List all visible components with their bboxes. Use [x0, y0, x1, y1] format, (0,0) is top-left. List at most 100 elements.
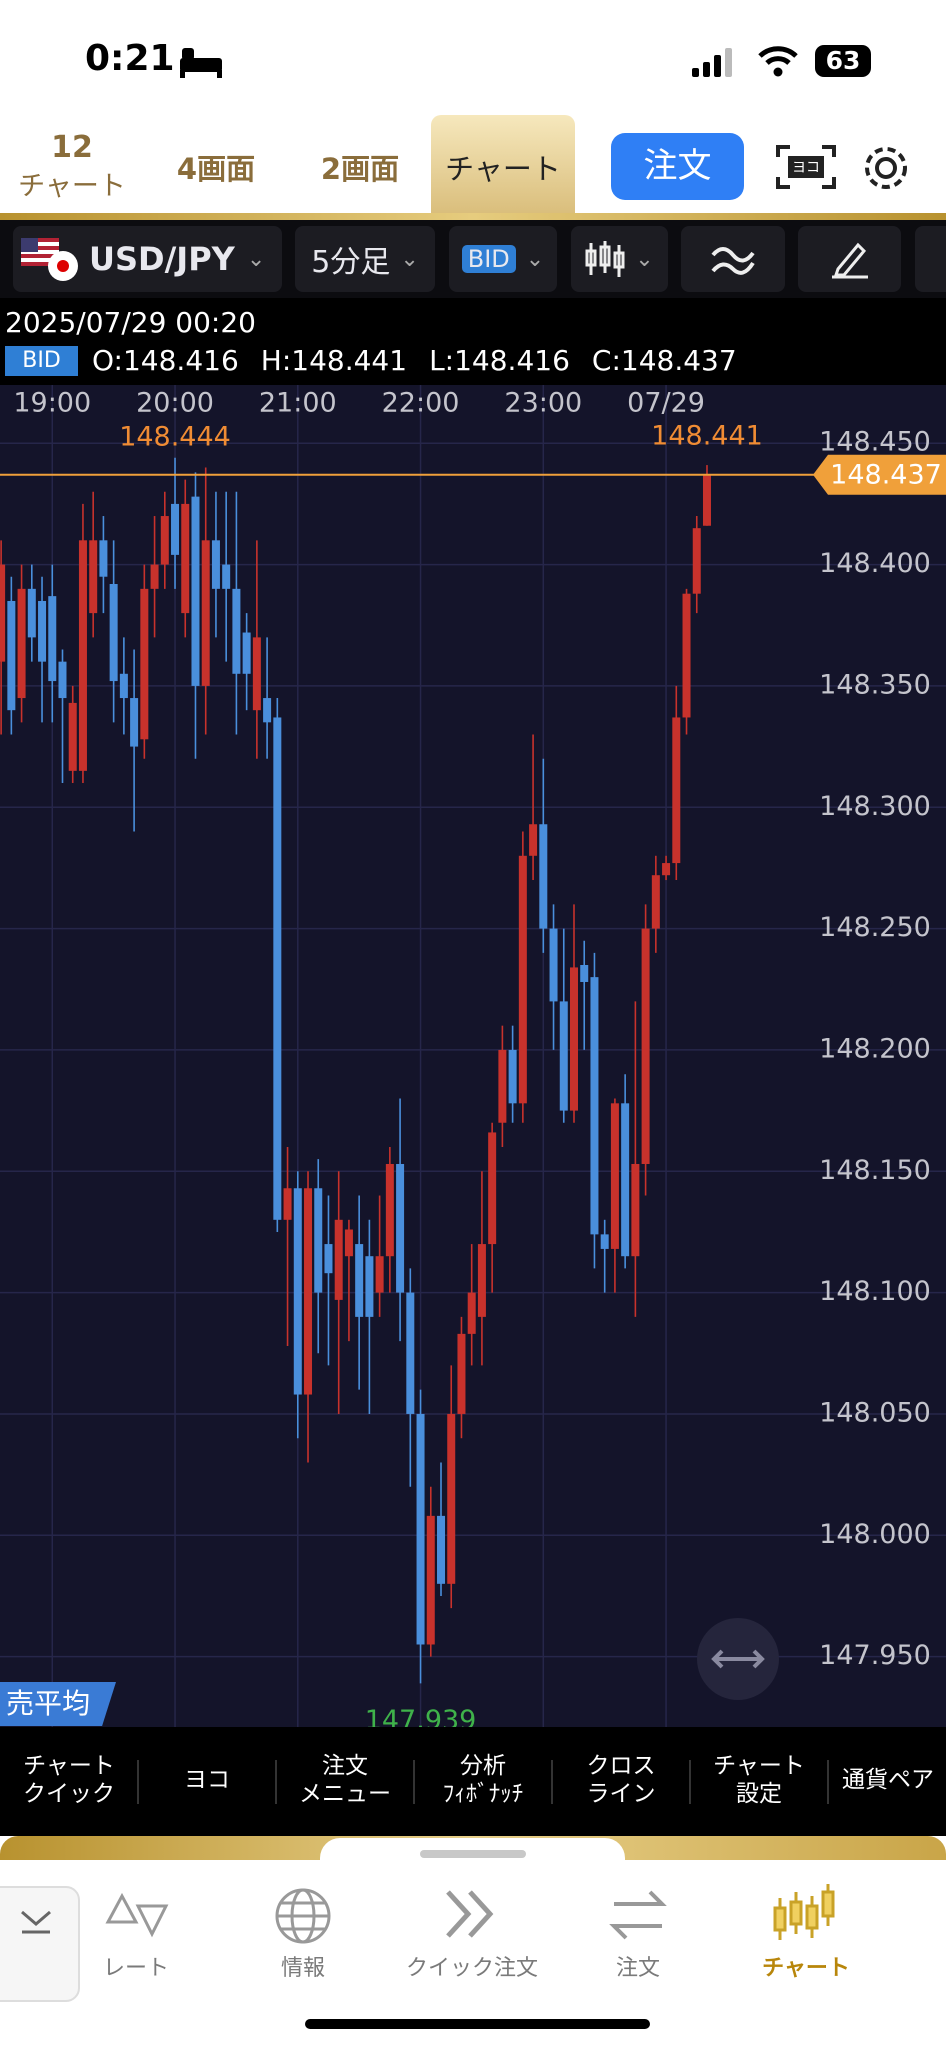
menu-item[interactable]: 注文 メニュー: [276, 1731, 414, 1829]
candle-body: [692, 528, 701, 594]
menu-item-label: ライン: [586, 1781, 656, 1807]
battery: 63: [815, 45, 871, 77]
tab-label[interactable]: 注文: [615, 1956, 660, 1981]
y-tick-label: 148.300: [819, 791, 931, 822]
draw-button[interactable]: [798, 226, 901, 292]
candle-body: [48, 596, 57, 682]
candle-body: [559, 1001, 568, 1111]
menu-divider: [827, 1760, 829, 1804]
chart-count-label[interactable]: チャート: [18, 171, 126, 202]
candle-body: [27, 588, 36, 638]
flags: [21, 238, 78, 281]
tab-2[interactable]: 2画面: [320, 152, 400, 186]
candle-body: [211, 540, 220, 589]
candle-body: [447, 1413, 456, 1584]
candle-body: [38, 600, 47, 662]
svg-text:ヨコ: ヨコ: [792, 160, 820, 176]
menu-item-label: クロス: [586, 1753, 656, 1779]
timeframe-label: 5分足: [311, 245, 391, 280]
y-tick-label: 148.200: [819, 1033, 931, 1064]
candle-body: [600, 1234, 609, 1249]
candle-body: [171, 503, 180, 555]
tab-label[interactable]: 情報: [280, 1956, 325, 1981]
price-type-select[interactable]: BID ⌄: [449, 226, 557, 292]
candle-body: [252, 637, 261, 711]
yoko-icon[interactable]: ヨコ: [776, 143, 836, 191]
candle-body: [109, 583, 118, 682]
candle-body: [58, 661, 67, 699]
drawer-grip: [420, 1850, 526, 1858]
candle-body: [457, 1333, 466, 1414]
high-label: 148.441: [651, 421, 763, 452]
candle-body: [672, 717, 681, 864]
candle-body: [119, 673, 128, 699]
x-tick-label: 23:00: [504, 388, 582, 419]
collapse-button[interactable]: [0, 1886, 80, 2002]
menu-item[interactable]: 通貨ペア: [828, 1731, 946, 1829]
candle-body: [181, 503, 190, 614]
tab-bar: [0, 1860, 946, 2048]
last-price-label: 148.437: [830, 459, 942, 490]
candle-body: [273, 717, 282, 1220]
menu-divider: [689, 1760, 691, 1804]
candle-body: [191, 496, 200, 686]
candle-body: [416, 1413, 425, 1645]
settings-icon[interactable]: [860, 142, 912, 194]
y-tick-label: 148.000: [819, 1519, 931, 1550]
candle-body: [662, 863, 671, 876]
candlestick-chart[interactable]: 147.950 148.000 148.050 148.100 148.150 148.2…: [0, 385, 946, 1727]
candle-body: [0, 564, 6, 662]
candle-body: [437, 1515, 446, 1584]
menu-item[interactable]: 分析 ﾌｨﾎﾞﾅｯﾁ: [414, 1731, 552, 1829]
candle-body: [375, 1256, 384, 1293]
candle-body: [150, 564, 159, 589]
status-time: 0:21: [85, 38, 175, 79]
ohlc-open: O:148.416: [92, 344, 239, 377]
candle-body: [314, 1188, 323, 1293]
chart-count[interactable]: 12: [51, 130, 93, 165]
candle-body: [89, 540, 98, 614]
pair-select[interactable]: USD/JPY ⌄: [13, 226, 282, 292]
menu-item[interactable]: チャート クイック: [0, 1731, 138, 1829]
candle-body: [160, 516, 169, 565]
candle-body: [344, 1229, 353, 1257]
chart-type-select[interactable]: ⌄: [571, 226, 668, 292]
x-tick-label: 21:00: [259, 388, 337, 419]
menu-item[interactable]: クロス ライン: [552, 1731, 690, 1829]
menu-item[interactable]: チャート 設定: [690, 1731, 828, 1829]
active-tab-bg: [431, 115, 575, 216]
chart-menu: [0, 1727, 946, 1836]
y-tick-label: 148.100: [819, 1276, 931, 1307]
scroll-handle[interactable]: [696, 1617, 780, 1701]
candle-body: [549, 928, 558, 1002]
pencil-icon: [831, 242, 868, 279]
tab-4[interactable]: 4画面: [176, 152, 256, 186]
candle-body: [498, 1049, 507, 1123]
menu-item-label: 分析: [460, 1753, 506, 1779]
menu-item[interactable]: ヨコ: [138, 1731, 276, 1829]
candle-body: [130, 698, 139, 747]
y-tick-label: 148.450: [819, 427, 931, 458]
indicator-button[interactable]: [681, 226, 785, 292]
more-button[interactable]: [915, 226, 946, 292]
candle-body: [641, 928, 650, 1164]
average-price-badge: 売平均: [0, 1682, 116, 1726]
menu-item-label: ﾌｨﾎﾞﾅｯﾁ: [442, 1781, 524, 1807]
candle-body: [569, 967, 578, 1111]
tab-label[interactable]: レート: [102, 1956, 169, 1981]
ohlc-row: O:148.416 H:148.441 L:148.416 C:148.437: [92, 344, 737, 377]
candle-body: [355, 1244, 364, 1317]
candle-body: [201, 540, 210, 686]
order-button[interactable]: 注文: [611, 133, 744, 200]
candle-body: [283, 1188, 292, 1220]
tab-label[interactable]: チャート: [762, 1956, 850, 1981]
candle-body: [651, 875, 660, 929]
candle-body: [467, 1292, 476, 1334]
pair-label: USD/JPY: [89, 240, 235, 278]
timeframe-select[interactable]: 5分足 ⌄: [295, 226, 435, 292]
candle-body: [78, 540, 87, 771]
tab-chart[interactable]: チャート: [445, 152, 561, 186]
ohlc-high: H:148.441: [260, 344, 408, 377]
tab-label[interactable]: クイック注文: [405, 1956, 538, 1981]
price-type-label: BID: [461, 245, 516, 273]
